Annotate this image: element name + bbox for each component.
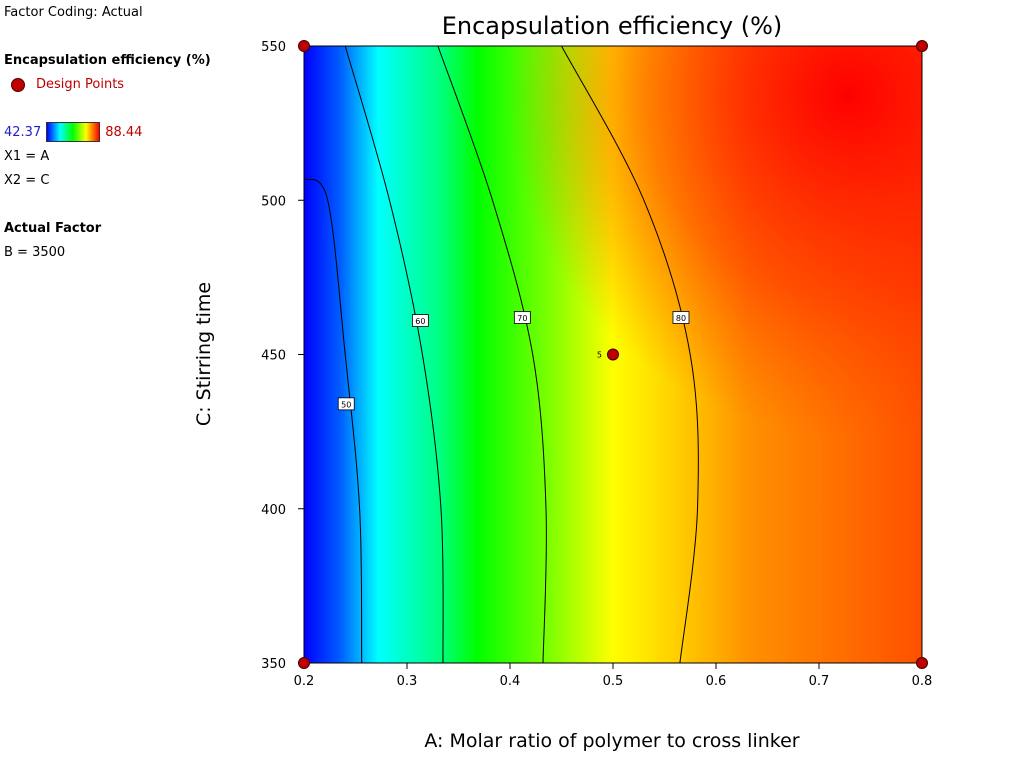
- x-tick-label: 0.8: [912, 674, 933, 689]
- x-tick-label: 0.4: [500, 674, 521, 689]
- y-tick-label: 450: [261, 349, 286, 364]
- design-point-label: 5: [597, 351, 602, 360]
- contour-label-80: 80: [672, 311, 690, 324]
- x1-mapping: X1 = A: [4, 149, 50, 164]
- design-point: [916, 40, 928, 52]
- contour-line-50: [303, 178, 363, 664]
- color-scale-bar: [46, 122, 101, 142]
- y-tick-label: 400: [261, 503, 286, 518]
- design-points-label: Design Points: [36, 77, 125, 92]
- design-points-legend: Design Points: [11, 77, 124, 92]
- contour-line-70: [437, 45, 547, 664]
- color-scale-max: 88.44: [105, 124, 143, 140]
- x-axis-label: A: Molar ratio of polymer to cross linke…: [424, 730, 799, 752]
- design-points-layer: 5: [298, 40, 928, 669]
- svg-text:80: 80: [676, 314, 686, 323]
- design-point: [607, 348, 619, 361]
- contour-label-layer: 50 60 70 80: [337, 311, 690, 411]
- actual-factor-value: B = 3500: [4, 245, 66, 260]
- contour-label-50: 50: [337, 397, 355, 411]
- x-tick-label: 0.5: [603, 674, 624, 689]
- x2-mapping: X2 = C: [4, 173, 50, 188]
- actual-factor-title: Actual Factor: [4, 221, 102, 236]
- design-point: [298, 40, 310, 52]
- contour-layer: [303, 45, 699, 664]
- chart-title: Encapsulation efficiency (%): [442, 12, 783, 40]
- contour-line-80: [561, 45, 699, 664]
- x-tick-label: 0.6: [706, 674, 727, 689]
- y-tick-label: 500: [261, 194, 286, 209]
- y-tick-label: 350: [261, 657, 286, 672]
- contour-line-60: [344, 45, 444, 664]
- x-tick-label: 0.7: [809, 674, 830, 689]
- svg-text:50: 50: [341, 400, 351, 409]
- contour-label-70: 70: [513, 311, 531, 324]
- color-scale: 42.37 88.44: [4, 122, 142, 142]
- contour-label-60: 60: [411, 314, 429, 327]
- x-tick-label: 0.2: [294, 674, 315, 689]
- y-axis-label: C: Stirring time: [193, 282, 215, 426]
- svg-text:70: 70: [517, 314, 527, 323]
- response-name: Encapsulation efficiency (%): [4, 53, 211, 68]
- y-tick-label: 550: [261, 40, 286, 55]
- design-point-marker-icon: [11, 77, 25, 92]
- design-point: [916, 657, 928, 669]
- color-scale-min: 42.37: [4, 124, 42, 140]
- x-tick-label: 0.3: [397, 674, 418, 689]
- factor-coding-label: Factor Coding: Actual: [4, 5, 143, 20]
- svg-text:60: 60: [415, 317, 425, 326]
- design-point: [298, 657, 310, 669]
